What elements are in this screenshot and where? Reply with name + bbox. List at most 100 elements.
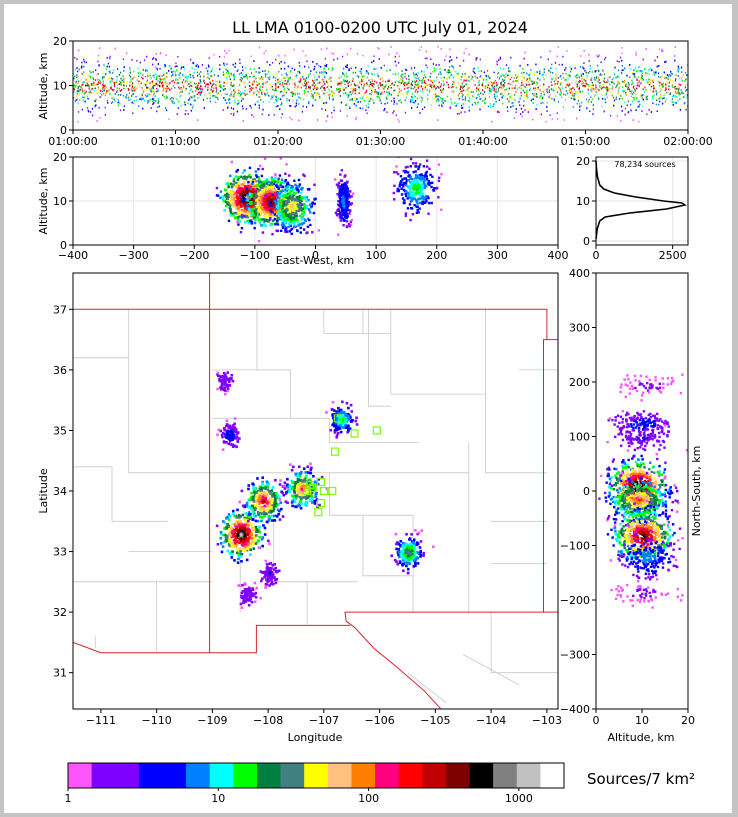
source-point: [97, 86, 100, 89]
source-point: [169, 97, 172, 100]
source-point: [364, 91, 366, 94]
source-point: [402, 93, 404, 96]
source-point: [233, 73, 235, 76]
source-point: [579, 105, 581, 108]
source-point: [408, 86, 411, 89]
source-point: [331, 93, 333, 95]
source-point: [329, 79, 332, 81]
source-point: [211, 67, 214, 70]
source-point: [222, 74, 225, 76]
source-point: [369, 87, 371, 90]
source-point: [83, 65, 85, 68]
source-point: [620, 94, 622, 97]
source-point: [129, 67, 131, 69]
source-point: [376, 93, 378, 95]
source-point: [634, 95, 637, 98]
source-point: [98, 81, 100, 84]
source-point: [595, 77, 597, 80]
source-point: [648, 69, 650, 71]
source-point: [593, 76, 596, 79]
source-point: [259, 78, 261, 80]
source-point: [623, 69, 625, 71]
source-point: [394, 55, 396, 58]
source-point: [366, 76, 368, 79]
source-point: [635, 51, 637, 54]
source-point: [442, 102, 444, 104]
source-point: [580, 55, 582, 57]
source-point: [89, 75, 91, 78]
source-point: [88, 81, 90, 83]
source-point: [366, 82, 368, 84]
source-point: [373, 60, 375, 62]
source-point: [94, 87, 96, 90]
source-point: [104, 88, 106, 90]
source-point: [588, 53, 590, 56]
source-point: [366, 83, 368, 86]
source-point: [646, 95, 648, 98]
source-point: [105, 68, 108, 71]
source-point: [163, 72, 166, 75]
source-point: [402, 73, 404, 76]
source-point: [215, 91, 218, 93]
source-point: [383, 64, 385, 67]
source-point: [677, 92, 679, 95]
source-point: [75, 81, 77, 83]
source-point: [236, 103, 239, 105]
source-point: [488, 82, 490, 84]
source-point: [129, 98, 132, 101]
source-point: [416, 106, 418, 109]
source-point: [278, 78, 280, 80]
source-point: [425, 50, 427, 53]
source-point: [104, 106, 106, 109]
source-point: [338, 92, 340, 95]
source-point: [604, 98, 606, 101]
source-point: [110, 85, 113, 88]
source-point: [532, 82, 534, 85]
source-point: [317, 92, 319, 94]
source-point: [396, 52, 398, 54]
source-point: [463, 85, 465, 88]
source-point: [640, 77, 643, 79]
source-point: [225, 52, 228, 55]
source-point: [360, 72, 362, 74]
source-point: [236, 70, 238, 72]
source-point: [474, 84, 476, 86]
source-point: [342, 73, 344, 76]
source-point: [231, 95, 233, 97]
source-point: [515, 111, 517, 114]
source-point: [503, 92, 506, 95]
source-point: [461, 107, 463, 109]
source-point: [106, 57, 108, 59]
source-point: [255, 70, 257, 73]
source-point: [625, 91, 627, 94]
source-point: [339, 82, 341, 85]
source-point: [183, 68, 185, 71]
source-point: [550, 71, 552, 74]
source-point: [440, 104, 443, 107]
source-point: [252, 83, 254, 86]
source-point: [425, 84, 427, 87]
source-point: [348, 106, 351, 108]
source-point: [584, 85, 587, 88]
source-point: [603, 81, 605, 83]
source-point: [153, 74, 155, 77]
source-point: [352, 78, 354, 80]
source-point: [148, 74, 150, 77]
source-point: [631, 100, 634, 103]
source-point: [510, 56, 512, 59]
source-point: [598, 89, 600, 91]
source-point: [131, 87, 133, 90]
source-point: [428, 89, 431, 92]
source-point: [95, 92, 98, 94]
source-point: [502, 102, 504, 105]
source-point: [313, 87, 316, 90]
source-point: [146, 70, 149, 72]
source-point: [669, 78, 671, 81]
source-point: [569, 74, 571, 77]
source-point: [356, 75, 359, 77]
source-point: [633, 74, 635, 77]
source-point: [101, 90, 104, 93]
source-point: [414, 81, 416, 83]
source-point: [463, 52, 465, 54]
source-point: [328, 84, 330, 87]
